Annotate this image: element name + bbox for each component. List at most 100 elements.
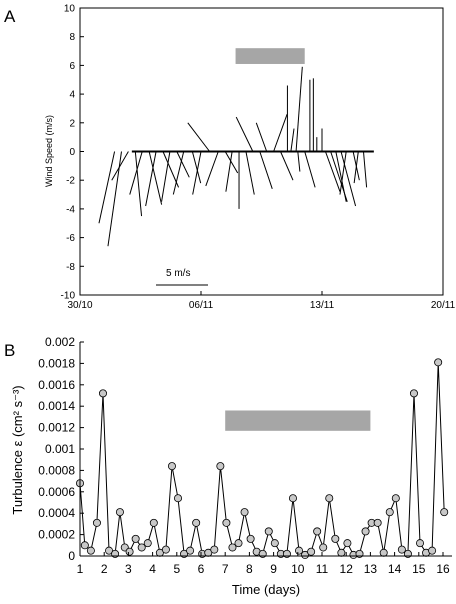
data-point [307,547,316,556]
data-point [216,462,225,471]
data-point [325,494,334,503]
x-tick-label: 15 [412,562,426,576]
data-point [428,546,437,555]
x-tick-label: 5 [173,562,180,576]
y-tick-label: 0.0006 [38,485,75,499]
x-tick-label: 10 [291,562,305,576]
data-point [131,534,140,543]
panel-a-highlight-bar [235,48,305,64]
panel-b-series-line [79,362,445,556]
data-point [105,546,114,555]
wind-vector [304,151,316,188]
wind-vector [335,151,347,202]
wind-vector [235,116,254,152]
data-point [92,518,101,527]
panel-a: A 10 8 6 4 2 0 -2 -4 -6 -8 -10 30/10 06/11 13/11 20/1… [4,4,456,312]
wind-vector [273,114,288,152]
data-point [434,358,443,367]
data-point [440,508,449,517]
wind-vector [134,151,143,217]
wind-vector [161,151,171,202]
data-point [161,545,170,554]
wind-vector [172,151,185,195]
y-tick-label: 0.001 [45,442,75,456]
y-tick-label: -2 [66,176,75,187]
panel-a-y-axis: 10 8 6 4 2 0 -2 -4 -6 -8 -10 [61,4,84,302]
scale-bar-label: 5 m/s [166,268,190,279]
wind-vector [107,151,122,247]
wind-vector [297,151,301,172]
wind-vector [339,151,347,195]
data-point [80,541,89,550]
wind-vector [224,151,239,174]
x-tick-label: 4 [149,562,156,576]
data-point [397,545,406,554]
data-point [222,518,231,527]
y-tick-label: 0.0002 [38,528,75,542]
data-point [143,539,152,548]
x-tick-label: 16 [436,562,450,576]
panel-b-x-axis: 1 2 3 4 5 6 7 8 9 10 11 12 13 14 15 16 [77,552,450,576]
panel-b-label: B [4,341,15,360]
data-point [174,494,183,503]
wind-vector [98,151,116,224]
panel-b-y-axis-label: Turbulence ε (cm² s⁻³) [10,385,25,514]
data-point [192,518,201,527]
data-point [125,547,134,556]
y-tick-label: 0.0016 [38,378,75,392]
panel-a-scale-bar: 5 m/s [156,268,208,286]
data-point [331,534,340,543]
y-tick-label: 4 [69,90,75,101]
highlight-bar [225,410,371,431]
data-point [361,527,370,536]
wind-vector [362,151,368,188]
y-tick-label: 0.002 [45,335,75,349]
panel-b-x-axis-label: Time (days) [232,582,300,597]
x-tick-label: 14 [388,562,402,576]
wind-vector [192,151,202,195]
data-point [210,545,219,554]
data-point [343,539,352,548]
data-point [416,539,425,548]
x-tick-label: 9 [270,562,277,576]
wind-vector [187,122,211,152]
data-point [167,462,176,471]
y-tick-label: 0.0008 [38,463,75,477]
data-point [234,539,243,548]
wind-vector [148,151,163,205]
x-tick-label: 7 [222,562,229,576]
x-tick-label: 13 [364,562,378,576]
y-tick-label: 0 [68,549,75,563]
wind-vector [290,128,295,152]
wind-vector [245,151,255,195]
y-tick-label: -6 [66,233,75,244]
data-point [228,543,237,552]
x-tick-label: 8 [246,562,253,576]
data-point [246,534,255,543]
x-tick-label: 20/11 [431,300,456,311]
x-tick-label: 06/11 [189,300,214,311]
x-tick-label: 1 [77,562,84,576]
data-point [264,527,273,536]
data-point [313,527,322,536]
data-point [391,494,400,503]
data-point [337,548,346,557]
y-tick-label: 2 [69,118,75,129]
data-point [319,543,328,552]
wind-vector [255,122,268,152]
x-tick-label: 3 [125,562,132,576]
wind-vector [280,151,294,181]
panel-a-label: A [4,7,16,26]
panel-b-data-points [76,358,449,559]
x-tick-label: 11 [316,562,329,576]
data-point [379,548,388,557]
panel-b-y-axis: 0.002 0.0018 0.0016 0.0014 0.0012 0.001 0.0008… [38,335,84,563]
panel-a-x-axis: 30/10 06/11 13/11 20/11 [67,291,456,311]
wind-vector [340,151,357,207]
data-point [409,389,418,398]
data-point [137,543,146,552]
data-point [288,494,297,503]
y-tick-label: 0 [69,147,75,158]
data-point [186,546,195,555]
